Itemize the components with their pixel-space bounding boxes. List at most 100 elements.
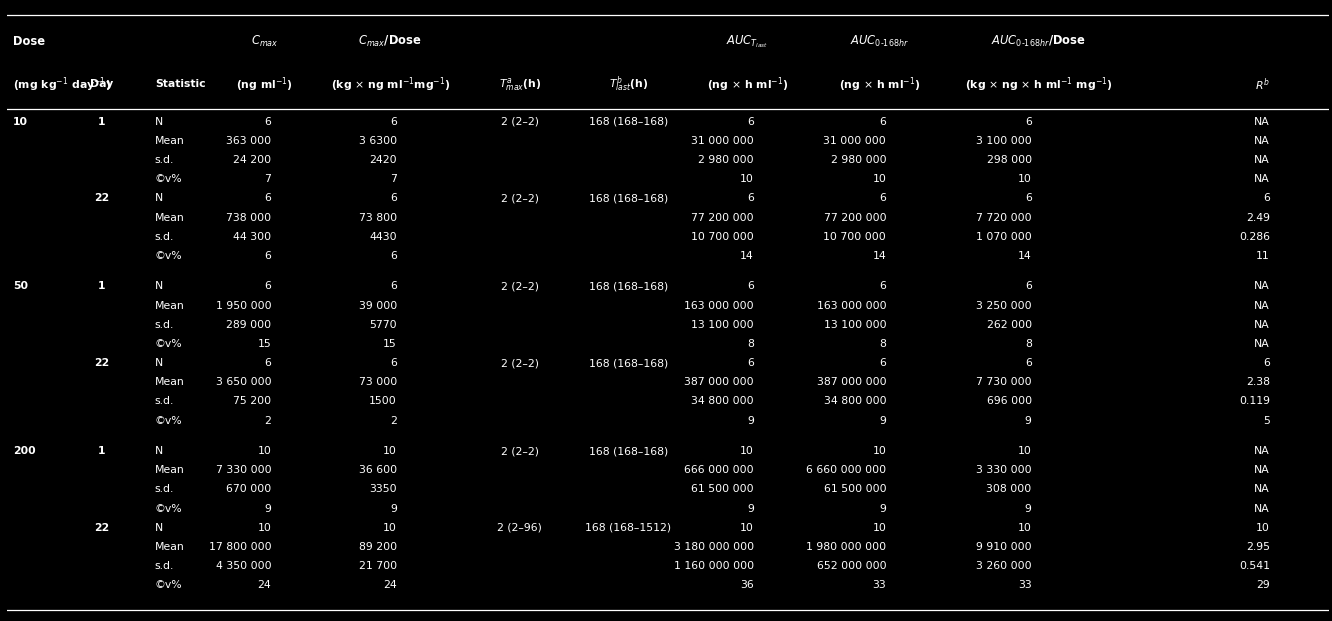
Text: 7: 7 (264, 175, 272, 184)
Text: 1 070 000: 1 070 000 (976, 232, 1032, 242)
Text: 387 000 000: 387 000 000 (817, 377, 886, 388)
Text: $C_{max}$/Dose: $C_{max}$/Dose (358, 34, 422, 49)
Text: s.d.: s.d. (155, 155, 174, 165)
Text: 6: 6 (747, 358, 754, 368)
Text: 5: 5 (1263, 415, 1269, 425)
Text: 1 160 000 000: 1 160 000 000 (674, 561, 754, 571)
Text: 89 200: 89 200 (358, 542, 397, 552)
Text: 6: 6 (264, 251, 272, 261)
Text: ©v%: ©v% (155, 415, 182, 425)
Text: $AUC_{0\text{-}168hr}$: $AUC_{0\text{-}168hr}$ (850, 34, 910, 49)
Text: 9: 9 (1024, 504, 1032, 514)
Text: ©v%: ©v% (155, 504, 182, 514)
Text: 4 350 000: 4 350 000 (216, 561, 272, 571)
Text: 7 730 000: 7 730 000 (976, 377, 1032, 388)
Text: s.d.: s.d. (155, 484, 174, 494)
Text: 652 000 000: 652 000 000 (817, 561, 886, 571)
Text: 6: 6 (264, 117, 272, 127)
Text: 3 330 000: 3 330 000 (976, 465, 1032, 475)
Text: 5770: 5770 (369, 320, 397, 330)
Text: 6: 6 (1024, 358, 1032, 368)
Text: 39 000: 39 000 (358, 301, 397, 310)
Text: 7 720 000: 7 720 000 (976, 212, 1032, 222)
Text: 10: 10 (257, 446, 272, 456)
Text: 670 000: 670 000 (226, 484, 272, 494)
Text: 24: 24 (384, 580, 397, 590)
Text: Mean: Mean (155, 542, 185, 552)
Text: 738 000: 738 000 (226, 212, 272, 222)
Text: 77 200 000: 77 200 000 (823, 212, 886, 222)
Text: 10: 10 (1256, 523, 1269, 533)
Text: 168 (168–1512): 168 (168–1512) (585, 523, 671, 533)
Text: (kg $\times$ ng ml$^{-1}$mg$^{-1}$): (kg $\times$ ng ml$^{-1}$mg$^{-1}$) (330, 75, 450, 94)
Text: $AUC_{T_{last}}$: $AUC_{T_{last}}$ (726, 33, 769, 50)
Text: 9: 9 (264, 504, 272, 514)
Text: 9: 9 (1024, 415, 1032, 425)
Text: 24: 24 (257, 580, 272, 590)
Text: 1 980 000 000: 1 980 000 000 (806, 542, 886, 552)
Text: 0.286: 0.286 (1239, 232, 1269, 242)
Text: N: N (155, 117, 163, 127)
Text: 4430: 4430 (369, 232, 397, 242)
Text: ©v%: ©v% (155, 175, 182, 184)
Text: 298 000: 298 000 (987, 155, 1032, 165)
Text: 2 980 000: 2 980 000 (831, 155, 886, 165)
Text: 50: 50 (13, 281, 28, 291)
Text: 3 6300: 3 6300 (358, 136, 397, 146)
Text: NA: NA (1253, 465, 1269, 475)
Text: 6: 6 (390, 251, 397, 261)
Text: 13 100 000: 13 100 000 (823, 320, 886, 330)
Text: 10 700 000: 10 700 000 (823, 232, 886, 242)
Text: 6: 6 (264, 358, 272, 368)
Text: NA: NA (1253, 155, 1269, 165)
Text: ©v%: ©v% (155, 251, 182, 261)
Text: 73 000: 73 000 (358, 377, 397, 388)
Text: 10: 10 (872, 446, 886, 456)
Text: Mean: Mean (155, 465, 185, 475)
Text: 6: 6 (390, 281, 397, 291)
Text: NA: NA (1253, 281, 1269, 291)
Text: 6: 6 (747, 281, 754, 291)
Text: 36: 36 (741, 580, 754, 590)
Text: 6: 6 (747, 117, 754, 127)
Text: N: N (155, 446, 163, 456)
Text: NA: NA (1253, 339, 1269, 349)
Text: 9: 9 (747, 415, 754, 425)
Text: 10: 10 (384, 446, 397, 456)
Text: N: N (155, 523, 163, 533)
Text: 2 (2–2): 2 (2–2) (501, 358, 539, 368)
Text: ©v%: ©v% (155, 580, 182, 590)
Text: $C_{max}$: $C_{max}$ (250, 34, 278, 49)
Text: 9: 9 (879, 415, 886, 425)
Text: Mean: Mean (155, 377, 185, 388)
Text: 9: 9 (879, 504, 886, 514)
Text: 1: 1 (99, 446, 105, 456)
Text: 2: 2 (390, 415, 397, 425)
Text: 10: 10 (384, 523, 397, 533)
Text: 168 (168–168): 168 (168–168) (589, 117, 667, 127)
Text: 308 000: 308 000 (987, 484, 1032, 494)
Text: NA: NA (1253, 446, 1269, 456)
Text: 2 (2–2): 2 (2–2) (501, 117, 539, 127)
Text: 10: 10 (1018, 523, 1032, 533)
Text: 666 000 000: 666 000 000 (685, 465, 754, 475)
Text: 2.49: 2.49 (1245, 212, 1269, 222)
Text: 7 330 000: 7 330 000 (216, 465, 272, 475)
Text: ©v%: ©v% (155, 339, 182, 349)
Text: 8: 8 (747, 339, 754, 349)
Text: 61 500 000: 61 500 000 (823, 484, 886, 494)
Text: 2.38: 2.38 (1245, 377, 1269, 388)
Text: 163 000 000: 163 000 000 (817, 301, 886, 310)
Text: 7: 7 (390, 175, 397, 184)
Text: 6: 6 (1024, 117, 1032, 127)
Text: 6: 6 (264, 193, 272, 204)
Text: s.d.: s.d. (155, 561, 174, 571)
Text: 33: 33 (872, 580, 886, 590)
Text: (mg kg$^{-1}$ day$^{-1}$): (mg kg$^{-1}$ day$^{-1}$) (13, 75, 112, 94)
Text: 44 300: 44 300 (233, 232, 272, 242)
Text: 3 180 000 000: 3 180 000 000 (674, 542, 754, 552)
Text: 10: 10 (257, 523, 272, 533)
Text: 6: 6 (1024, 281, 1032, 291)
Text: (ng ml$^{-1}$): (ng ml$^{-1}$) (236, 75, 293, 94)
Text: 6: 6 (879, 193, 886, 204)
